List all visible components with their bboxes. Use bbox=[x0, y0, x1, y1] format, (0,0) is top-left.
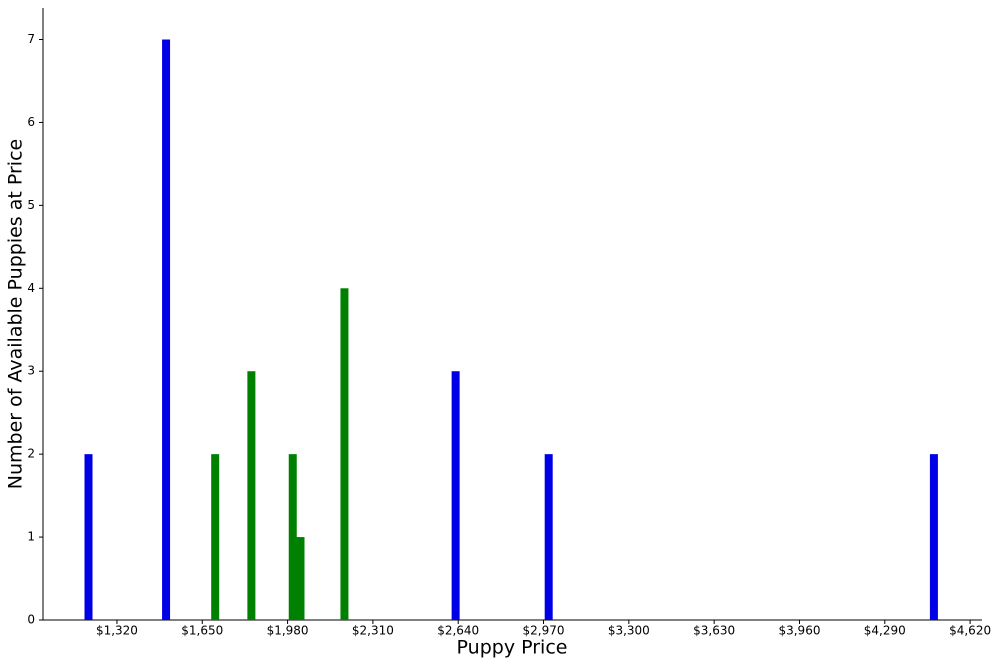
x-tick-label: $1,320 bbox=[96, 624, 138, 638]
bar bbox=[451, 371, 460, 620]
x-tick-label: $2,640 bbox=[437, 624, 479, 638]
y-tick-label: 0 bbox=[27, 613, 35, 627]
bar bbox=[929, 454, 938, 620]
x-tick-label: $1,650 bbox=[181, 624, 223, 638]
x-tick-label: $2,310 bbox=[352, 624, 394, 638]
x-axis-label: Puppy Price bbox=[457, 637, 568, 659]
y-tick-label: 3 bbox=[27, 364, 35, 378]
x-tick-label: $4,620 bbox=[949, 624, 991, 638]
x-tick-label: $3,630 bbox=[693, 624, 735, 638]
x-tick-label: $4,290 bbox=[864, 624, 906, 638]
x-tick-label: $3,960 bbox=[778, 624, 820, 638]
bar bbox=[296, 537, 305, 620]
x-tick-label: $2,970 bbox=[523, 624, 565, 638]
bar bbox=[544, 454, 553, 620]
bar bbox=[211, 454, 220, 620]
y-tick-label: 5 bbox=[27, 198, 35, 212]
y-tick-label: 6 bbox=[27, 115, 35, 129]
y-axis-label: Number of Available Puppies at Price bbox=[5, 139, 27, 489]
bar bbox=[340, 288, 349, 620]
y-tick-label: 7 bbox=[27, 32, 35, 46]
bar bbox=[247, 371, 256, 620]
y-tick-label: 4 bbox=[27, 281, 35, 295]
bar bbox=[162, 39, 171, 620]
y-tick-label: 2 bbox=[27, 447, 35, 461]
x-tick-label: $3,300 bbox=[608, 624, 650, 638]
bar bbox=[84, 454, 93, 620]
x-tick-label: $1,980 bbox=[267, 624, 309, 638]
y-tick-label: 1 bbox=[27, 530, 35, 544]
bar bbox=[288, 454, 297, 620]
